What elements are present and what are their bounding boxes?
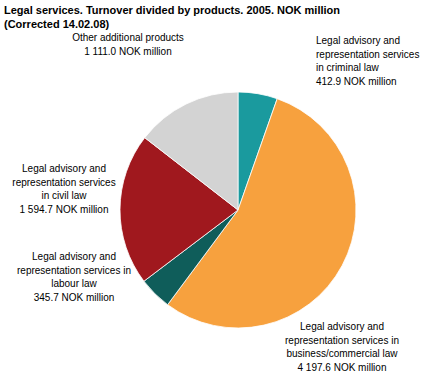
slice-label: Other additional products xyxy=(72,32,184,43)
slice-label: Legal advisory andrepresentation service… xyxy=(285,321,399,359)
data-label: 412.9 NOK million xyxy=(316,76,397,87)
slice-label: Legal advisory andrepresentation service… xyxy=(12,163,115,201)
data-label: 345.7 NOK million xyxy=(34,292,115,303)
chart: Legal services. Turnover divided by prod… xyxy=(0,0,426,389)
slice-label: Legal advisory andrepresentation service… xyxy=(17,251,131,289)
data-label: 1 594.7 NOK million xyxy=(20,204,109,215)
data-label: 4 197.6 NOK million xyxy=(298,362,387,373)
slices xyxy=(120,92,356,328)
data-label: 1 111.0 NOK million xyxy=(84,46,171,57)
pie-slice xyxy=(145,92,238,210)
title: Legal services. Turnover divided by prod… xyxy=(4,4,340,16)
subtitle: (Corrected 14.02.08) xyxy=(4,18,109,30)
slice-label: Legal advisory andrepresentation service… xyxy=(316,35,419,73)
